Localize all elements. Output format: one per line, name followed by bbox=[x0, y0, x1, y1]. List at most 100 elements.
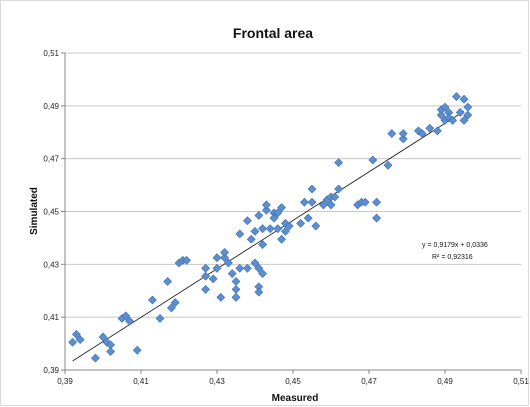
y-tick-label: 0,45 bbox=[43, 208, 59, 217]
data-point bbox=[254, 263, 264, 273]
data-point bbox=[383, 160, 393, 170]
data-point bbox=[284, 221, 294, 231]
data-point bbox=[307, 197, 317, 207]
data-point bbox=[273, 208, 283, 218]
x-tick-label: 0,41 bbox=[133, 377, 149, 386]
data-point bbox=[68, 337, 78, 347]
data-point bbox=[250, 226, 260, 236]
data-point bbox=[459, 94, 469, 104]
data-point bbox=[125, 316, 135, 326]
data-point bbox=[311, 221, 321, 231]
trendline-equation: y = 0,9179x + 0,0336 bbox=[422, 242, 488, 249]
y-tick-label: 0,41 bbox=[43, 313, 59, 322]
data-point bbox=[372, 197, 382, 207]
data-point bbox=[163, 277, 173, 286]
data-point bbox=[258, 240, 268, 249]
data-point bbox=[235, 229, 245, 239]
data-point bbox=[417, 129, 427, 138]
data-point bbox=[261, 200, 271, 210]
x-tick-label: 0,45 bbox=[285, 377, 301, 386]
trendline-r-squared: R² = 0,92316 bbox=[432, 254, 473, 261]
data-point bbox=[246, 234, 256, 244]
data-point bbox=[182, 255, 192, 265]
data-point bbox=[459, 115, 469, 125]
data-point bbox=[463, 110, 473, 120]
data-point bbox=[170, 298, 180, 308]
data-point bbox=[220, 253, 230, 263]
data-point bbox=[147, 295, 157, 305]
data-point bbox=[296, 218, 306, 228]
chart-title: Frontal area bbox=[233, 25, 313, 41]
data-point bbox=[277, 203, 287, 212]
data-point bbox=[307, 184, 317, 194]
data-point bbox=[132, 345, 142, 355]
data-point bbox=[440, 102, 450, 112]
data-point bbox=[387, 129, 397, 138]
data-point bbox=[242, 216, 252, 226]
y-tick-label: 0,39 bbox=[43, 366, 59, 375]
x-axis-title: Measured bbox=[272, 393, 319, 404]
x-tick-label: 0,47 bbox=[361, 377, 377, 386]
data-point bbox=[398, 134, 408, 144]
data-point bbox=[231, 292, 241, 302]
data-point bbox=[463, 102, 473, 112]
data-point bbox=[231, 285, 241, 294]
grid-layer bbox=[65, 52, 521, 318]
data-point bbox=[334, 184, 344, 194]
data-point bbox=[258, 269, 268, 279]
data-point bbox=[121, 311, 131, 321]
data-point bbox=[451, 92, 461, 102]
data-points bbox=[68, 92, 473, 363]
data-point bbox=[242, 263, 252, 273]
data-point bbox=[254, 287, 264, 297]
data-point bbox=[398, 129, 408, 138]
data-point bbox=[254, 211, 264, 220]
data-point bbox=[98, 332, 108, 342]
data-point bbox=[455, 108, 465, 117]
data-point bbox=[212, 253, 222, 263]
data-point bbox=[201, 271, 211, 281]
y-tick-label: 0,51 bbox=[43, 49, 59, 58]
data-point bbox=[227, 269, 237, 279]
x-tick-label: 0,39 bbox=[57, 377, 73, 386]
data-point bbox=[277, 234, 287, 244]
data-point bbox=[299, 197, 309, 207]
data-point bbox=[250, 258, 260, 268]
data-point bbox=[334, 158, 344, 168]
data-point bbox=[71, 329, 81, 339]
data-point bbox=[326, 200, 336, 210]
data-point bbox=[208, 274, 218, 284]
data-point bbox=[261, 205, 271, 215]
data-point bbox=[372, 213, 382, 223]
trendline bbox=[72, 110, 465, 362]
x-tick-label: 0,51 bbox=[513, 377, 529, 386]
data-point bbox=[220, 248, 230, 257]
data-point bbox=[269, 213, 279, 223]
data-point bbox=[90, 353, 100, 363]
data-point bbox=[201, 285, 211, 294]
data-point bbox=[231, 277, 241, 286]
axis-layer: 0,39 0,41 0,43 0,45 0,47 0,49 0,51 0,39 0,41 0,43… bbox=[43, 49, 529, 386]
data-point bbox=[212, 263, 222, 273]
data-point bbox=[280, 226, 290, 236]
data-point bbox=[216, 292, 226, 302]
data-point bbox=[166, 303, 176, 313]
data-point bbox=[448, 115, 458, 125]
data-point bbox=[258, 224, 268, 234]
data-point bbox=[235, 263, 245, 273]
data-point bbox=[318, 200, 328, 210]
data-point bbox=[303, 213, 313, 223]
data-point bbox=[360, 197, 370, 207]
x-tick-label: 0,49 bbox=[437, 377, 453, 386]
data-point bbox=[432, 126, 442, 136]
data-point bbox=[425, 123, 435, 133]
x-tick-label: 0,43 bbox=[209, 377, 225, 386]
y-tick-label: 0,43 bbox=[43, 260, 59, 269]
data-point bbox=[75, 335, 85, 345]
data-point bbox=[436, 110, 446, 120]
trendline-layer bbox=[72, 110, 465, 362]
data-point bbox=[155, 314, 165, 323]
y-tick-label: 0,47 bbox=[43, 155, 59, 164]
